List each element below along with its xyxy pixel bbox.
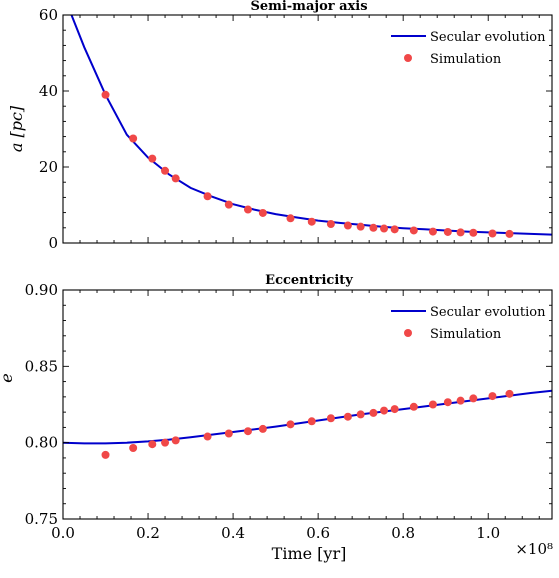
x-tick-label: 0.8 [391, 524, 415, 542]
simulation-point [243, 205, 252, 214]
simulation-point [456, 396, 465, 405]
legend-marker-swatch [404, 54, 412, 62]
legend-label: Secular evolution [430, 305, 546, 320]
y-tick-label: 40 [39, 82, 58, 100]
simulation-point [326, 220, 335, 228]
y-ticks: 0 20 40 60 [39, 6, 552, 252]
simulation-point [258, 208, 267, 217]
y-tick-label: 0.75 [25, 510, 58, 528]
simulation-point [443, 227, 452, 236]
y-tick-label: 0 [48, 234, 58, 252]
secular-evolution-line [70, 15, 552, 236]
x-tick-label: 0.6 [306, 524, 330, 542]
y-ticks: 0.75 0.80 0.85 0.90 [25, 281, 552, 528]
secular-evolution-line [63, 389, 552, 445]
x-tick-label: 0.0 [51, 524, 75, 542]
plot-frame [62, 14, 553, 244]
simulation-point [356, 410, 365, 419]
simulation-point [380, 224, 389, 233]
simulation-point [488, 392, 497, 401]
simulation-point [224, 200, 233, 209]
simulation-point [369, 408, 378, 417]
x-tick-label: 1.0 [476, 524, 500, 542]
simulation-point [326, 414, 335, 423]
simulation-point [286, 214, 295, 223]
x-tick-label: 0.2 [136, 524, 160, 542]
simulation-point [148, 154, 157, 163]
simulation-point [505, 389, 514, 398]
simulation-point [243, 427, 252, 436]
simulation-point [171, 436, 180, 445]
simulation-point [148, 440, 157, 449]
simulation-point [390, 405, 399, 414]
y-tick-label: 0.80 [25, 434, 58, 452]
simulation-point [129, 134, 138, 143]
simulation-point [171, 174, 180, 183]
simulation-point [343, 221, 352, 230]
y-tick-label: 0.85 [25, 357, 58, 375]
x-ticks [62, 15, 540, 243]
simulation-point [101, 90, 110, 99]
x-axis-multiplier: ×10⁸ [515, 540, 553, 558]
simulation-point [343, 412, 352, 421]
x-tick-label: 0.4 [221, 524, 245, 542]
plot-area [63, 389, 552, 459]
simulation-point [505, 229, 514, 238]
semi-major-axis-panel: Semi-major axis 0 20 40 60 a [pc] Secular e… [7, 0, 553, 252]
legend-label: Simulation [430, 327, 502, 342]
legend-label: Secular evolution [430, 30, 546, 45]
simulation-point [161, 438, 170, 447]
simulation-point [369, 223, 378, 232]
y-tick-label: 0.90 [25, 281, 58, 299]
simulation-point [203, 432, 212, 441]
simulation-point [469, 228, 478, 237]
plot-area [70, 15, 552, 238]
legend: Secular evolution Simulation [391, 30, 546, 67]
panel-title: Eccentricity [265, 273, 353, 288]
eccentricity-panel: Eccentricity 0.0 0.2 0.4 0.6 0.8 1.0 0.75 0.80… [0, 273, 553, 563]
simulation-point [224, 429, 233, 438]
y-tick-label: 60 [39, 6, 58, 24]
simulation-point [456, 228, 465, 237]
simulation-point [161, 166, 170, 175]
simulation-point [428, 227, 437, 236]
y-tick-label: 20 [39, 158, 58, 176]
x-ticks: 0.0 0.2 0.4 0.6 0.8 1.0 [51, 290, 540, 542]
simulation-point [428, 400, 437, 409]
y-axis-label: a [pc] [7, 105, 26, 152]
simulation-point [258, 424, 267, 433]
panel-title: Semi-major axis [250, 0, 367, 14]
legend-marker-swatch [404, 329, 412, 337]
simulation-point [286, 420, 295, 429]
simulation-point [356, 222, 365, 231]
simulation-point [409, 402, 418, 411]
simulation-point [443, 398, 452, 407]
simulation-point [469, 394, 478, 403]
x-axis-label: Time [yr] [272, 544, 347, 563]
simulation-point [390, 225, 399, 234]
simulation-point [129, 444, 138, 453]
simulation-point [488, 229, 497, 238]
legend-label: Simulation [430, 52, 502, 67]
simulation-point [409, 226, 418, 235]
plot-frame [62, 289, 553, 520]
legend: Secular evolution Simulation [391, 305, 546, 342]
y-axis-label: e [0, 373, 16, 382]
simulation-point [203, 192, 212, 201]
simulation-point [307, 217, 316, 226]
simulation-point [101, 450, 110, 459]
simulation-point [380, 406, 389, 415]
simulation-point [307, 417, 316, 426]
